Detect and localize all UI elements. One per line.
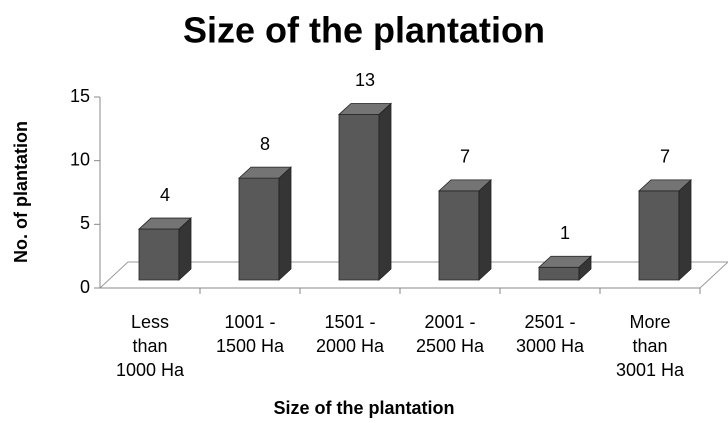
bar-top <box>137 217 193 230</box>
bar-front <box>338 114 380 281</box>
bar-front <box>238 177 280 281</box>
value-label: 7 <box>460 147 470 167</box>
bar-front <box>438 190 480 281</box>
floor <box>98 261 728 289</box>
x-tick-label: 1001 - 1500 Ha <box>215 312 285 356</box>
value-label: 7 <box>660 147 670 167</box>
x-tick-label: 2501 - 3000 Ha <box>515 312 585 356</box>
bar <box>237 166 293 281</box>
value-label: 8 <box>260 134 270 154</box>
x-tick-label: 2001 - 2500 Ha <box>415 312 485 356</box>
bar <box>337 102 393 281</box>
bar-front <box>538 266 580 281</box>
bar-front <box>638 190 680 281</box>
value-label: 13 <box>355 70 375 90</box>
y-tick-label: 5 <box>80 213 90 233</box>
chart-title: Size of the plantation <box>183 10 545 51</box>
bar-side <box>678 178 692 281</box>
value-label: 1 <box>560 223 570 243</box>
bar-side <box>378 102 392 281</box>
y-axis-label: No. of plantation <box>11 121 31 263</box>
y-tick-label: 15 <box>70 86 90 106</box>
bar <box>537 255 593 281</box>
x-axis-label: Size of the plantation <box>273 398 454 418</box>
bar-top <box>637 179 693 192</box>
x-tick-label: More than 3001 Ha <box>615 312 685 380</box>
value-label: 4 <box>160 185 170 205</box>
bar <box>437 178 493 281</box>
bar-front <box>138 228 180 281</box>
bar-side <box>278 166 292 281</box>
bar-side <box>478 178 492 281</box>
bar-top <box>537 255 593 268</box>
bar <box>137 217 193 281</box>
bar-top <box>337 103 393 115</box>
bar-top <box>237 166 293 179</box>
y-tick-label: 0 <box>80 277 90 297</box>
x-tick-label: 1501 - 2000 Ha <box>315 312 385 356</box>
x-tick-label: Less than 1000 Ha <box>115 312 185 380</box>
bar-top <box>437 179 493 192</box>
y-tick-label: 10 <box>70 149 90 169</box>
bar <box>637 178 693 281</box>
